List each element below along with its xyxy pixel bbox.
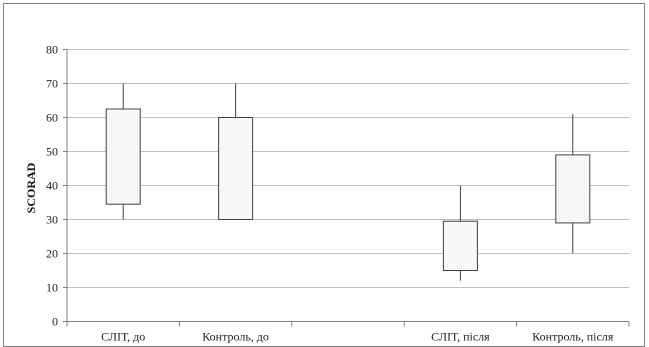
- box-1: [105, 83, 141, 220]
- y-tick-label: 10: [46, 281, 58, 295]
- y-tick-label: 70: [46, 77, 58, 91]
- box-2: [218, 83, 254, 220]
- box-4: [442, 185, 478, 281]
- boxes: [105, 83, 591, 281]
- y-tick-label: 30: [46, 213, 58, 227]
- box-rect: [442, 220, 478, 271]
- box-5: [555, 114, 591, 254]
- x-tick-label: Контроль, до: [202, 330, 269, 344]
- gridlines: [67, 49, 629, 288]
- labels: 0 10 20 30 40 50 60 70 80 СЛІТ, до Контроль, до СЛІ…: [46, 43, 614, 344]
- box-rect: [105, 108, 141, 205]
- y-tick-label: 80: [46, 43, 58, 57]
- x-tick-label: Контроль, після: [532, 330, 614, 344]
- y-tick-label: 50: [46, 145, 58, 159]
- y-tick-label: 60: [46, 111, 58, 125]
- y-tick-label: 40: [46, 179, 58, 193]
- y-tick-label: 0: [52, 315, 58, 329]
- box-rect: [218, 117, 254, 220]
- y-tick-label: 20: [46, 247, 58, 261]
- x-tick-label: СЛІТ, до: [101, 330, 145, 344]
- y-axis-title: SCORAD: [24, 162, 38, 213]
- box-rect: [555, 154, 591, 224]
- x-tick-label: СЛІТ, після: [431, 330, 490, 344]
- axes: [63, 49, 630, 327]
